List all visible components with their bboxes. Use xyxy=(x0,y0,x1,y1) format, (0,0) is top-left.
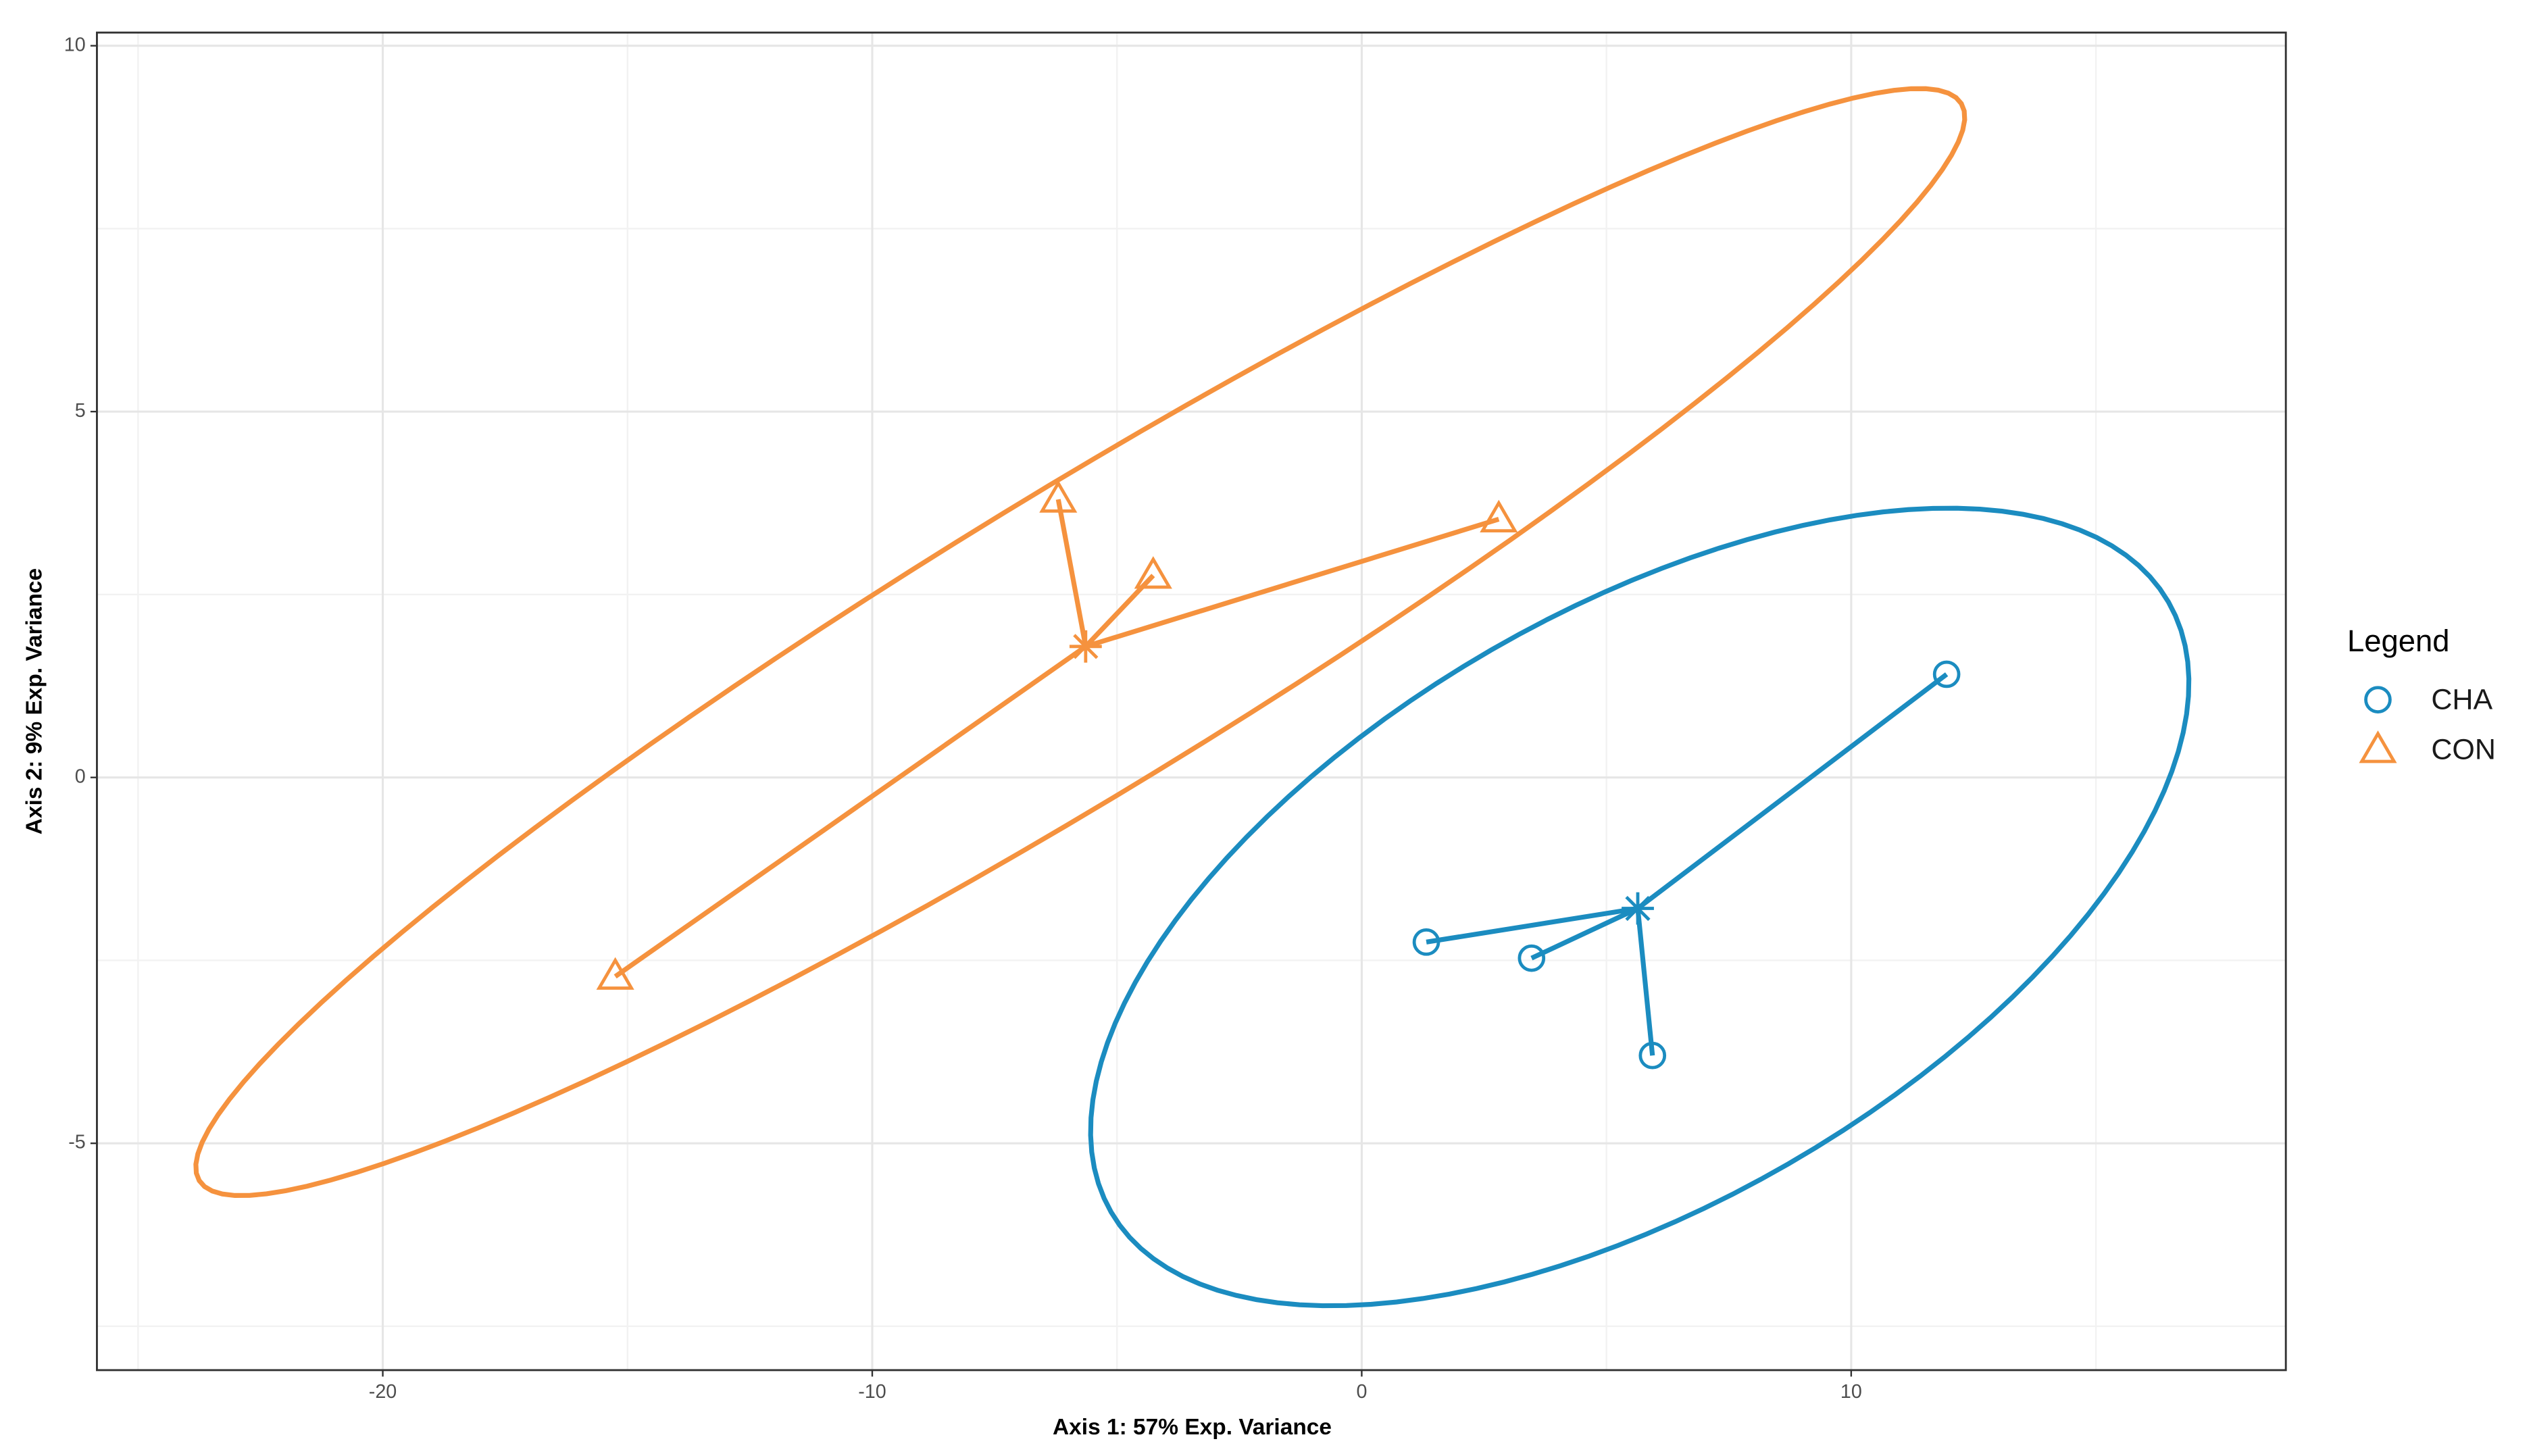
centroid xyxy=(1069,630,1102,663)
x-tick-label: 10 xyxy=(1840,1381,1862,1403)
spider-line xyxy=(1055,499,1088,647)
x-tick-label: 0 xyxy=(1356,1381,1367,1403)
marker-triangle xyxy=(1480,499,1518,532)
panel-border xyxy=(96,31,2287,1372)
y-tick-label: -5 xyxy=(68,1132,86,1153)
x-tick-label: -10 xyxy=(858,1381,886,1403)
legend-title: Legend xyxy=(2347,624,2450,658)
marker-circle xyxy=(1932,660,1961,688)
x-axis-title: Axis 1: 57% Exp. Variance xyxy=(1053,1415,1332,1440)
confidence-ellipse xyxy=(1088,505,2192,1309)
marker-circle xyxy=(1638,1041,1667,1070)
y-axis-title: Axis 2: 9% Exp. Variance xyxy=(22,568,47,834)
marker-triangle xyxy=(1039,480,1078,513)
legend-label: CHA xyxy=(2431,683,2492,716)
marker-circle xyxy=(1518,944,1546,972)
marker-triangle xyxy=(1134,556,1172,589)
spider-line xyxy=(1084,516,1500,649)
y-tick-label: 0 xyxy=(75,765,86,787)
centroid-stroke xyxy=(1625,895,1651,922)
marker-circle xyxy=(2364,686,2392,713)
y-tick-label: 5 xyxy=(75,400,86,422)
legend-label: CON xyxy=(2431,734,2496,766)
spider-line xyxy=(1530,906,1639,961)
spider-line xyxy=(1635,908,1655,1056)
spider-line xyxy=(1636,672,1949,911)
marker-triangle xyxy=(596,957,634,990)
spider-line xyxy=(1426,905,1638,945)
marker-triangle xyxy=(2359,730,2397,763)
centroid xyxy=(1622,892,1654,925)
spider-line xyxy=(613,644,1087,979)
confidence-ellipse xyxy=(193,86,1967,1198)
y-tick-label: 10 xyxy=(64,34,86,55)
centroid-stroke xyxy=(1073,634,1099,659)
marker-circle xyxy=(1412,928,1440,956)
x-tick-label: -20 xyxy=(369,1381,397,1403)
